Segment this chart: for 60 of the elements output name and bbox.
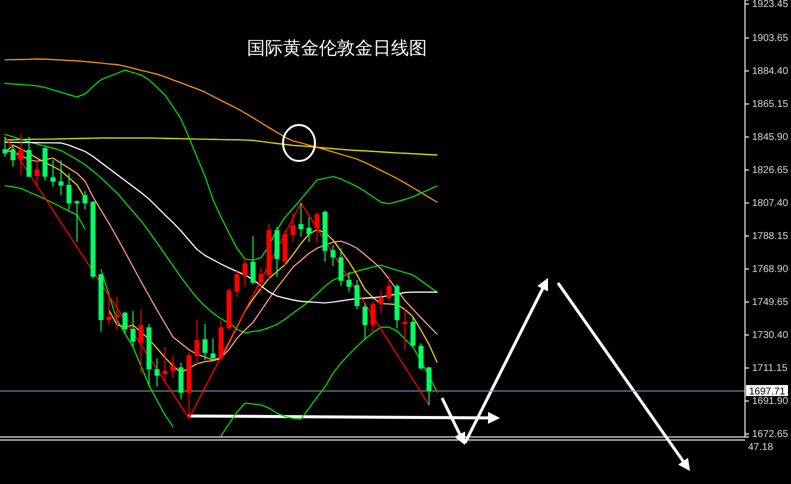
candlestick <box>418 342 424 370</box>
candlestick <box>58 160 64 196</box>
candlestick <box>330 244 336 267</box>
candlestick <box>130 310 136 348</box>
line-series <box>4 134 438 334</box>
candlestick <box>290 212 296 242</box>
candlestick <box>370 301 376 334</box>
y-tick-label: 1826.65 <box>752 165 789 176</box>
y-tick-label: 1711.15 <box>752 363 788 374</box>
candlestick <box>194 318 200 366</box>
candlestick <box>170 354 176 379</box>
y-tick-label: 1768.90 <box>752 264 789 276</box>
y-tick-label: 1788.15 <box>752 231 789 242</box>
line-series <box>4 70 438 261</box>
y-tick-label: 1884.40 <box>752 66 789 78</box>
candlestick <box>242 256 248 288</box>
line-series <box>4 58 438 203</box>
candlestick <box>154 358 160 388</box>
ref-line-label: 1697.71 <box>749 386 786 398</box>
y-tick-label: 1845.90 <box>752 132 789 144</box>
candlestick <box>314 212 320 244</box>
line-series <box>220 326 438 436</box>
text: 47.18 <box>748 442 774 453</box>
candlestick <box>346 271 352 292</box>
candlestick <box>306 216 312 242</box>
candlestick <box>258 266 264 294</box>
candlestick <box>386 274 392 302</box>
text: 国际黄金伦敦金日线图 <box>247 38 427 58</box>
y-tick-label: 1691.90 <box>752 396 789 408</box>
candlestick <box>426 366 432 406</box>
candlestick <box>82 190 88 210</box>
candlestick <box>34 160 40 188</box>
candlestick <box>298 202 304 238</box>
candlestick <box>210 338 216 362</box>
candlestick <box>362 302 368 340</box>
candlestick <box>66 172 72 211</box>
y-tick-label: 1807.40 <box>752 198 789 210</box>
candlestick <box>10 144 16 168</box>
y-tick-label: 1749.65 <box>752 297 789 308</box>
y-tick-label: 1923.45 <box>752 0 789 10</box>
candlestick <box>122 311 128 334</box>
y-tick-label: 1865.15 <box>752 99 789 110</box>
y-tick-label: 1903.65 <box>752 33 789 44</box>
line-series <box>4 136 430 419</box>
candlestick <box>2 136 8 158</box>
candlestick <box>106 296 112 326</box>
candlestick <box>338 248 344 286</box>
candlestick <box>234 270 240 298</box>
candlestick <box>202 324 208 361</box>
candlestick <box>114 296 120 331</box>
candlestick <box>162 346 168 384</box>
candlestick <box>138 308 144 374</box>
candlestick <box>354 279 360 310</box>
y-tick-label: 1730.40 <box>752 330 789 342</box>
y-tick-label: 1672.65 <box>752 429 789 440</box>
line-series <box>4 137 438 156</box>
candlestick <box>378 290 384 314</box>
candlestick <box>74 200 80 242</box>
candlestick <box>50 160 56 188</box>
candlestick <box>250 236 256 285</box>
